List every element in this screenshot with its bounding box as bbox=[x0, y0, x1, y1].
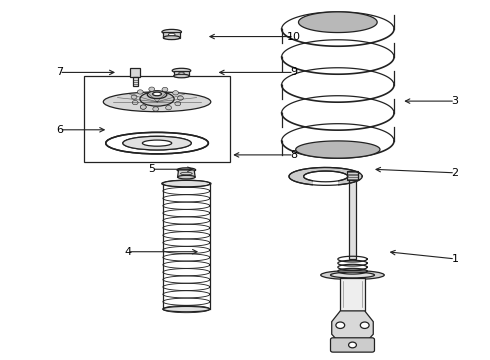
Circle shape bbox=[140, 105, 146, 109]
Bar bbox=[84, 76, 230, 162]
Ellipse shape bbox=[143, 140, 172, 146]
Polygon shape bbox=[332, 311, 373, 339]
Circle shape bbox=[360, 322, 369, 328]
Circle shape bbox=[137, 90, 143, 94]
Ellipse shape bbox=[163, 36, 180, 40]
Circle shape bbox=[172, 91, 178, 95]
Text: 7: 7 bbox=[56, 67, 63, 77]
Circle shape bbox=[140, 105, 146, 109]
Ellipse shape bbox=[147, 91, 167, 99]
Ellipse shape bbox=[321, 271, 384, 279]
Ellipse shape bbox=[173, 74, 189, 78]
Bar bbox=[130, 68, 140, 77]
Bar bbox=[163, 32, 180, 38]
Polygon shape bbox=[123, 136, 191, 150]
Text: 4: 4 bbox=[124, 247, 131, 257]
Bar bbox=[173, 71, 189, 76]
Ellipse shape bbox=[103, 92, 211, 112]
Text: 5: 5 bbox=[148, 164, 156, 174]
Ellipse shape bbox=[143, 140, 172, 146]
Circle shape bbox=[153, 107, 159, 111]
Ellipse shape bbox=[163, 306, 210, 312]
Circle shape bbox=[177, 96, 183, 100]
Ellipse shape bbox=[178, 72, 184, 74]
Bar bbox=[349, 180, 356, 259]
Text: 9: 9 bbox=[290, 67, 297, 77]
Ellipse shape bbox=[162, 30, 181, 35]
Ellipse shape bbox=[168, 33, 175, 36]
Ellipse shape bbox=[153, 92, 161, 96]
Text: 2: 2 bbox=[452, 168, 459, 178]
Circle shape bbox=[132, 100, 138, 105]
Text: 10: 10 bbox=[287, 32, 301, 41]
Polygon shape bbox=[298, 12, 377, 32]
Bar bbox=[347, 171, 358, 180]
PathPatch shape bbox=[289, 167, 362, 185]
Ellipse shape bbox=[177, 168, 196, 172]
Text: 1: 1 bbox=[452, 254, 459, 264]
Ellipse shape bbox=[331, 272, 374, 278]
Bar bbox=[340, 278, 365, 311]
Polygon shape bbox=[295, 141, 380, 158]
Polygon shape bbox=[314, 175, 338, 189]
Ellipse shape bbox=[177, 175, 195, 179]
Circle shape bbox=[149, 87, 155, 91]
FancyBboxPatch shape bbox=[331, 338, 374, 352]
Bar bbox=[133, 77, 138, 86]
Text: 3: 3 bbox=[452, 96, 459, 106]
Circle shape bbox=[348, 342, 356, 348]
Polygon shape bbox=[177, 170, 195, 177]
Circle shape bbox=[175, 102, 181, 106]
Ellipse shape bbox=[172, 68, 191, 73]
Circle shape bbox=[166, 105, 171, 110]
Text: 8: 8 bbox=[290, 150, 297, 160]
Circle shape bbox=[131, 95, 137, 99]
Circle shape bbox=[336, 322, 344, 328]
Ellipse shape bbox=[162, 180, 211, 187]
Circle shape bbox=[162, 87, 168, 92]
Text: 6: 6 bbox=[56, 125, 63, 135]
Ellipse shape bbox=[140, 92, 174, 106]
